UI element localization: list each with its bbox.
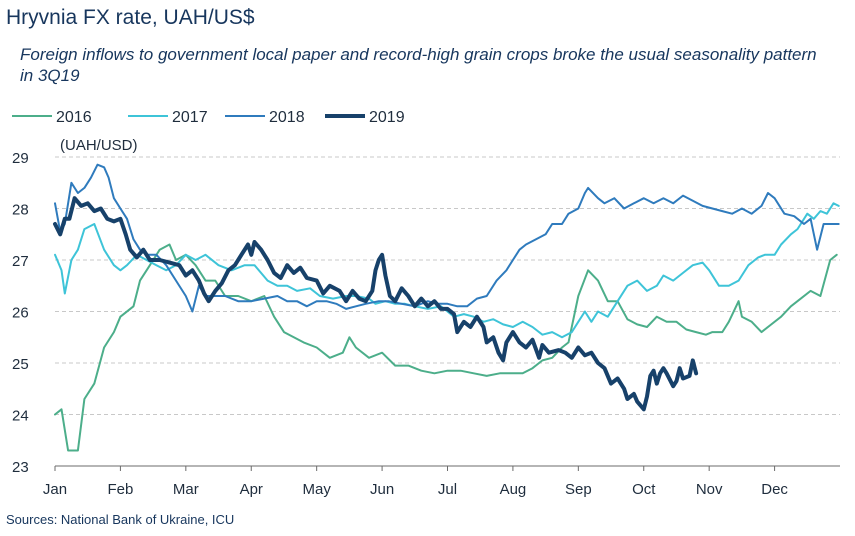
series-line-2019 xyxy=(53,196,699,412)
legend-label-2016: 2016 xyxy=(56,109,92,126)
y-tick-label: 27 xyxy=(12,253,29,270)
legend-label-2019: 2019 xyxy=(369,109,405,126)
x-tick-label: Jun xyxy=(370,481,394,498)
legend-label-2017: 2017 xyxy=(172,109,208,126)
x-tick-label: Oct xyxy=(632,481,656,498)
series-line-2018 xyxy=(54,163,840,313)
x-tick-label: Feb xyxy=(107,481,133,498)
y-tick-label: 24 xyxy=(12,408,29,425)
series-lines xyxy=(53,163,840,452)
y-axis: 23 24 25 26 27 28 29 xyxy=(12,150,29,476)
legend: 2016 2017 2018 2019 xyxy=(12,109,405,126)
x-tick-label: Jul xyxy=(438,481,457,498)
y-tick-label: 28 xyxy=(12,202,29,219)
x-tick-label: Apr xyxy=(240,481,263,498)
x-tick-label: Jan xyxy=(43,481,67,498)
x-axis: Jan Feb Mar Apr May Jun Jul Aug Sep Oct Nov Dec xyxy=(43,465,840,498)
legend-label-2018: 2018 xyxy=(269,109,305,126)
chart-subtitle: Foreign inflows to government local pape… xyxy=(20,45,817,85)
x-tick-label: Nov xyxy=(696,481,723,498)
chart-title: Hryvnia FX rate, UAH/US$ xyxy=(6,6,255,29)
series-line-2017 xyxy=(54,202,840,339)
x-tick-label: Dec xyxy=(761,481,788,498)
source-note: Sources: National Bank of Ukraine, ICU xyxy=(6,512,235,527)
x-tick-label: May xyxy=(302,481,331,498)
y-tick-label: 23 xyxy=(12,459,29,476)
y-tick-label: 26 xyxy=(12,305,29,322)
y-tick-label: 29 xyxy=(12,150,29,167)
x-tick-label: Mar xyxy=(173,481,199,498)
y-axis-label: (UAH/USD) xyxy=(60,137,138,154)
x-tick-label: Sep xyxy=(565,481,592,498)
series-line-2016 xyxy=(54,243,838,452)
x-tick-label: Aug xyxy=(500,481,527,498)
y-tick-label: 25 xyxy=(12,356,29,373)
